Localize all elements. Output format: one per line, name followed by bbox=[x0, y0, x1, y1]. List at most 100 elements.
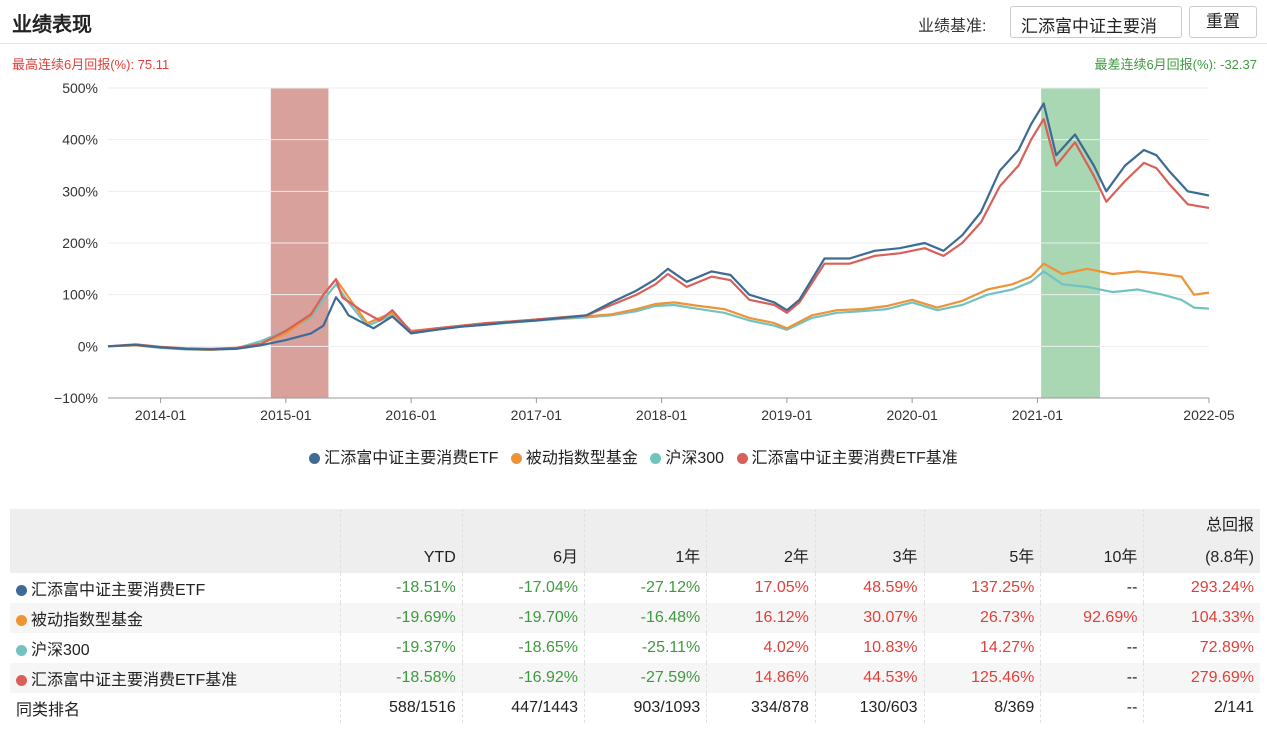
row-name-cell: 汇添富中证主要消费ETF基准 bbox=[10, 663, 340, 693]
rank-label: 同类排名 bbox=[16, 702, 81, 719]
table-header: 1年 bbox=[583, 509, 707, 573]
x-tick-label: 2017-01 bbox=[511, 407, 563, 423]
y-tick-label: −100% bbox=[54, 390, 98, 406]
row-name: 汇添富中证主要消费ETF基准 bbox=[31, 672, 238, 689]
legend-item-csi300[interactable]: 沪深300 bbox=[650, 444, 724, 468]
table-cell: 44.53% bbox=[814, 663, 924, 693]
table-cell: 293.24% bbox=[1143, 573, 1260, 603]
table-header: YTD bbox=[339, 509, 463, 573]
table-cell: -17.04% bbox=[461, 573, 585, 603]
row-name-cell: 被动指数型基金 bbox=[10, 603, 340, 633]
y-tick-label: 0% bbox=[78, 338, 98, 354]
table-header: 10年 bbox=[1040, 509, 1144, 573]
table-cell: 17.05% bbox=[706, 573, 816, 603]
row-name: 汇添富中证主要消费ETF bbox=[31, 582, 206, 599]
legend-label: 汇添富中证主要消费ETF bbox=[324, 450, 499, 467]
total-header-line1: 总回报 bbox=[1205, 517, 1254, 534]
table-cell: -25.11% bbox=[583, 633, 707, 663]
y-tick-label: 400% bbox=[62, 132, 98, 148]
table-cell: 279.69% bbox=[1143, 663, 1260, 693]
table-cell: -- bbox=[1040, 633, 1144, 663]
total-header-line2: (8.8年) bbox=[1205, 549, 1254, 566]
table-cell: -- bbox=[1040, 663, 1144, 693]
row-name-cell: 汇添富中证主要消费ETF bbox=[10, 573, 340, 603]
performance-chart: 500% 400% 300% 200% 100% 0% −100% 2014-01 2015-0… bbox=[54, 80, 1235, 423]
rank-cell: 130/603 bbox=[814, 693, 924, 723]
table-header-row: YTD 6月 1年 2年 3年 5年 10年 总回报 (8.8年) bbox=[10, 509, 1260, 573]
legend-item-passive[interactable]: 被动指数型基金 bbox=[510, 444, 638, 468]
table-cell: -- bbox=[1040, 573, 1144, 603]
rank-cell: 8/369 bbox=[923, 693, 1041, 723]
table-cell: -18.51% bbox=[339, 573, 463, 603]
row-name-cell: 沪深300 bbox=[10, 633, 340, 663]
table-row: 被动指数型基金 -19.69% -19.70% -16.48% 16.12% 30.07%… bbox=[10, 603, 1260, 633]
legend-dot-etf bbox=[309, 453, 321, 464]
legend-dot-csi300 bbox=[650, 453, 662, 464]
x-tick-label: 2015-01 bbox=[260, 407, 312, 423]
row-name: 沪深300 bbox=[31, 642, 90, 659]
table-header bbox=[10, 509, 340, 573]
table-cell: -27.59% bbox=[583, 663, 707, 693]
max-6m-return: 最高连续6月回报(%): 75.11 bbox=[12, 57, 170, 72]
table-cell: 26.73% bbox=[923, 603, 1041, 633]
y-tick-label: 500% bbox=[62, 80, 98, 96]
min-6m-return: 最差连续6月回报(%): -32.37 bbox=[1094, 57, 1257, 72]
x-tick-label: 2019-01 bbox=[761, 407, 813, 423]
row-dot bbox=[16, 675, 27, 686]
benchmark-select[interactable]: 汇添富中证主要消 bbox=[1010, 6, 1182, 38]
table-cell: 72.89% bbox=[1143, 633, 1260, 663]
y-tick-label: 100% bbox=[62, 287, 98, 303]
table-cell: -19.69% bbox=[339, 603, 463, 633]
row-dot bbox=[16, 645, 27, 656]
x-tick-label: 2014-01 bbox=[135, 407, 187, 423]
table-cell: -27.12% bbox=[583, 573, 707, 603]
rank-cell: -- bbox=[1040, 693, 1144, 723]
row-dot bbox=[16, 585, 27, 596]
reset-button[interactable]: 重置 bbox=[1189, 6, 1257, 38]
table-header: 6月 bbox=[461, 509, 585, 573]
benchmark-label: 业绩基准: bbox=[918, 18, 987, 35]
legend-dot-benchmark bbox=[736, 453, 748, 464]
table-header: 3年 bbox=[814, 509, 924, 573]
x-tick-label: 2021-01 bbox=[1012, 407, 1064, 423]
legend-item-benchmark[interactable]: 汇添富中证主要消费ETF基准 bbox=[736, 444, 958, 468]
rank-cell: 903/1093 bbox=[583, 693, 707, 723]
series-line-0 bbox=[107, 102, 1210, 351]
table-cell: 48.59% bbox=[814, 573, 924, 603]
table-row: 沪深300 -19.37% -18.65% -25.11% 4.02% 10.83% 14.… bbox=[10, 633, 1260, 663]
table-cell: 14.27% bbox=[923, 633, 1041, 663]
series-line-3 bbox=[107, 117, 1210, 350]
row-dot bbox=[16, 615, 27, 626]
x-tick-label: 2016-01 bbox=[385, 407, 437, 423]
y-tick-label: 300% bbox=[62, 183, 98, 199]
table-cell: 92.69% bbox=[1040, 603, 1144, 633]
table-cell: 16.12% bbox=[706, 603, 816, 633]
table-cell: -16.48% bbox=[583, 603, 707, 633]
x-tick-label: 2022-05 bbox=[1183, 407, 1235, 423]
table-row: 汇添富中证主要消费ETF -18.51% -17.04% -27.12% 17.05% 4… bbox=[10, 573, 1260, 603]
rank-cell: 2/141 bbox=[1143, 693, 1260, 723]
series-line-2 bbox=[107, 270, 1210, 351]
table-header: 5年 bbox=[923, 509, 1041, 573]
table-cell: 10.83% bbox=[814, 633, 924, 663]
table-cell: 30.07% bbox=[814, 603, 924, 633]
x-tick-label: 2020-01 bbox=[886, 407, 938, 423]
table-cell: 14.86% bbox=[706, 663, 816, 693]
x-tick-label: 2018-01 bbox=[636, 407, 688, 423]
legend-label: 被动指数型基金 bbox=[525, 450, 638, 467]
legend-item-etf[interactable]: 汇添富中证主要消费ETF bbox=[309, 444, 498, 468]
table-cell: -18.58% bbox=[339, 663, 463, 693]
legend-dot-passive bbox=[510, 453, 522, 464]
chart-legend: 汇添富中证主要消费ETF 被动指数型基金 沪深300 汇添富中证主要消费ETF基… bbox=[0, 444, 1267, 468]
table-header-total: 总回报 (8.8年) bbox=[1143, 509, 1260, 573]
table-cell: 104.33% bbox=[1143, 603, 1260, 633]
rank-cell: 334/878 bbox=[706, 693, 816, 723]
section-header: 业绩表现 业绩基准: 汇添富中证主要消 重置 bbox=[0, 0, 1267, 44]
table-cell: -19.37% bbox=[339, 633, 463, 663]
row-name: 被动指数型基金 bbox=[31, 612, 144, 629]
table-row: 汇添富中证主要消费ETF基准 -18.58% -16.92% -27.59% 14.86… bbox=[10, 663, 1260, 693]
rank-cell: 447/1443 bbox=[461, 693, 585, 723]
table-cell: -18.65% bbox=[461, 633, 585, 663]
table-cell: 4.02% bbox=[706, 633, 816, 663]
table-header: 2年 bbox=[706, 509, 816, 573]
